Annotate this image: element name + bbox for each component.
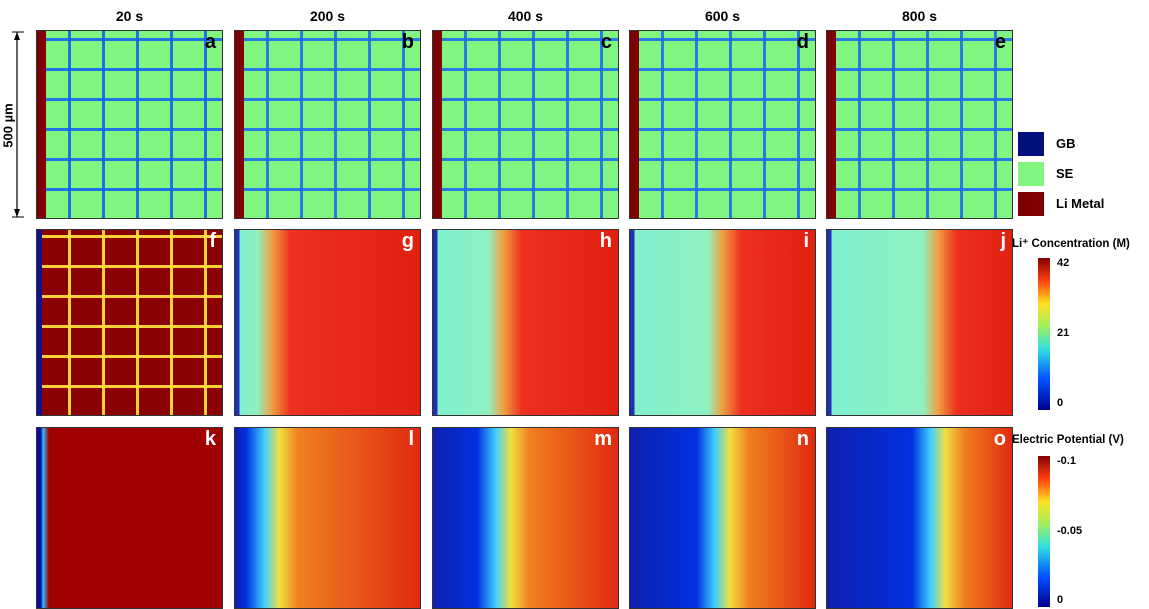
panel: j (826, 229, 1013, 416)
panel-letter: h (600, 230, 612, 253)
column-header: 200 s (310, 8, 345, 24)
legend-label: SE (1056, 166, 1073, 181)
panel-letter: a (205, 31, 216, 54)
colorbar-tick: -0.1 (1057, 455, 1076, 467)
colorbar-tick: 21 (1057, 327, 1069, 339)
panel: e (826, 30, 1013, 219)
colorbar (1038, 456, 1050, 607)
legend-label: Li Metal (1056, 196, 1104, 211)
panel: f (36, 229, 223, 416)
panel: c (432, 30, 619, 219)
panel: d (629, 30, 816, 219)
panel-letter: e (995, 31, 1006, 54)
legend-swatch (1018, 192, 1044, 216)
colorbar-title: Electric Potential (V) (1012, 434, 1124, 446)
panel-letter: k (205, 428, 216, 451)
panel: g (234, 229, 421, 416)
colorbar-tick: -0.05 (1057, 525, 1082, 537)
panel-letter: g (402, 230, 414, 253)
scale-label: 500 µm (1, 103, 16, 147)
panel-letter: n (797, 428, 809, 451)
column-header: 20 s (116, 8, 143, 24)
panel-letter: d (797, 31, 809, 54)
colorbar-tick: 0 (1057, 594, 1063, 606)
scale-bar (0, 0, 30, 609)
legend-label: GB (1056, 136, 1076, 151)
panel: l (234, 427, 421, 609)
column-header: 800 s (902, 8, 937, 24)
panel: h (432, 229, 619, 416)
panel-letter: i (803, 230, 809, 253)
legend-swatch (1018, 162, 1044, 186)
panel-letter: c (601, 31, 612, 54)
colorbar-title: Li⁺ Concentration (M) (1012, 236, 1130, 250)
panel-letter: f (209, 230, 216, 253)
panel: a (36, 30, 223, 219)
panel: m (432, 427, 619, 609)
column-header: 400 s (508, 8, 543, 24)
panel-letter: o (994, 428, 1006, 451)
panel-letter: m (594, 428, 612, 451)
panel: b (234, 30, 421, 219)
panel: i (629, 229, 816, 416)
panel-letter: b (402, 31, 414, 54)
panel-letter: j (1000, 230, 1006, 253)
colorbar-tick: 42 (1057, 257, 1069, 269)
panel: n (629, 427, 816, 609)
figure: 20 s 200 s 400 s 600 s 800 s 500 µm a b c d e f g h i j… (0, 0, 1149, 609)
colorbar (1038, 258, 1050, 410)
legend-swatch (1018, 132, 1044, 156)
panel: k (36, 427, 223, 609)
panel: o (826, 427, 1013, 609)
panel-letter: l (408, 428, 414, 451)
colorbar-tick: 0 (1057, 397, 1063, 409)
column-header: 600 s (705, 8, 740, 24)
